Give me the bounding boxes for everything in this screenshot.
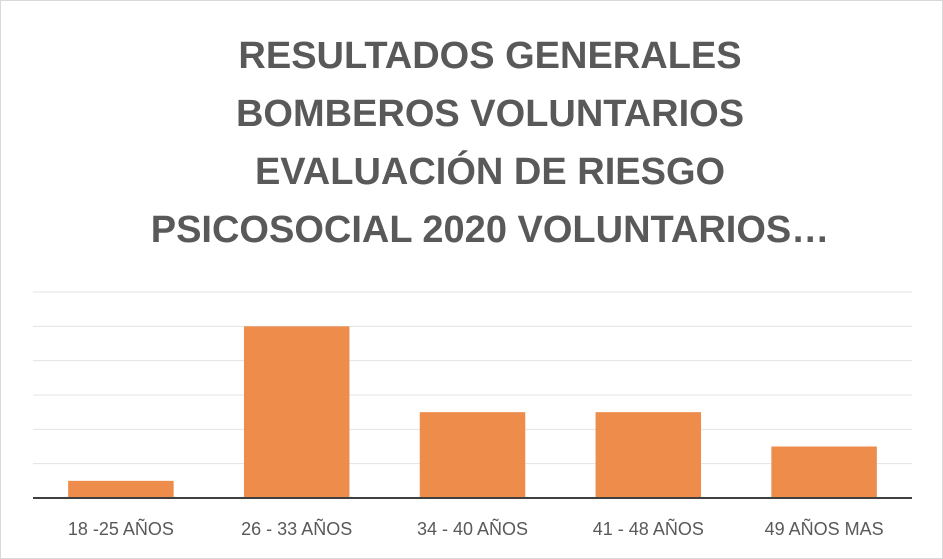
bar — [771, 446, 877, 498]
chart-title: BOMBEROS VOLUNTARIOS — [236, 93, 744, 135]
bar — [243, 326, 350, 498]
x-tick-label: 18 -25 AÑOS — [68, 518, 174, 539]
chart-title: PSICOSOCIAL 2020 VOLUNTARIOS… — [151, 209, 830, 251]
bar — [595, 412, 702, 498]
x-tick-label: 41 - 48 AÑOS — [593, 518, 704, 539]
x-tick-label: 34 - 40 AÑOS — [417, 518, 528, 539]
bar — [419, 412, 526, 498]
bar — [68, 480, 174, 498]
chart-title: EVALUACIÓN DE RIESGO — [255, 149, 725, 193]
x-tick-label: 26 - 33 AÑOS — [241, 518, 352, 539]
x-tick-label: 49 AÑOS MAS — [765, 518, 884, 539]
chart-title: RESULTADOS GENERALES — [238, 35, 741, 77]
